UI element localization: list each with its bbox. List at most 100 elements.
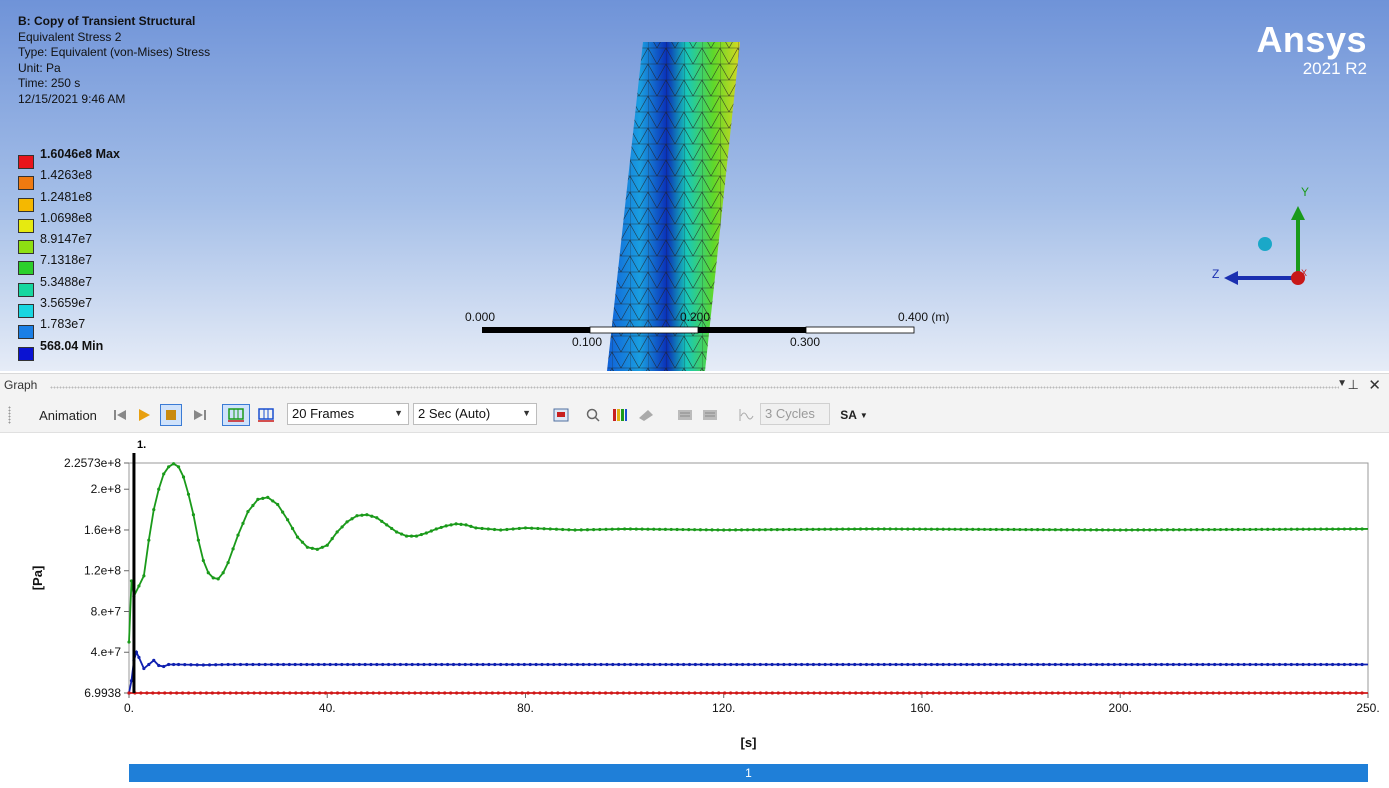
series-point — [493, 662, 497, 667]
duration-select[interactable]: 2 Sec (Auto) ▼ — [413, 403, 537, 425]
cycles-field[interactable]: 3 Cycles — [760, 403, 830, 425]
series-point — [812, 691, 816, 695]
y-tick-label: 1.6e+8 — [84, 523, 121, 537]
model-viewport[interactable]: B: Copy of Transient Structural Equivale… — [0, 0, 1389, 371]
series-point — [1165, 662, 1169, 667]
pin-icon[interactable]: ⊥ — [1347, 377, 1359, 392]
series-point — [569, 662, 574, 667]
series-point — [487, 662, 491, 667]
series-point — [598, 527, 602, 532]
series-point — [514, 691, 518, 695]
sa-label: SA — [840, 408, 857, 422]
series-point — [953, 662, 957, 667]
series-point — [1241, 691, 1245, 695]
plot-area — [128, 462, 1369, 694]
series-point — [371, 691, 375, 695]
series-point — [906, 527, 910, 531]
series-point — [365, 513, 369, 517]
series-point — [1008, 691, 1013, 695]
export-video-icon[interactable] — [550, 404, 572, 426]
series-point — [210, 691, 214, 695]
series-point — [675, 691, 679, 695]
series-point — [745, 528, 750, 532]
scale-bar-segment — [589, 326, 699, 334]
series-point — [574, 691, 578, 695]
series-point — [395, 530, 399, 534]
series-point — [835, 527, 839, 531]
copy-graph-icon[interactable] — [675, 404, 695, 426]
time-history-chart[interactable]: 0. 40. 80. 120. 160. 200. 250. 6.9938 4.e+7 8.e+7… — [0, 433, 1389, 763]
series-point — [621, 691, 626, 695]
close-icon[interactable]: ✕ — [1368, 377, 1381, 394]
series-point — [645, 691, 649, 695]
series-point — [658, 662, 662, 667]
series-point — [434, 662, 438, 667]
series-point — [994, 662, 998, 667]
series-point — [201, 663, 205, 667]
result-frames-icon[interactable] — [254, 404, 278, 426]
ansys-logo: Ansys 2021 R2 — [1256, 22, 1367, 80]
series-point — [484, 691, 489, 695]
series-point — [1065, 528, 1069, 532]
series-point — [276, 662, 280, 667]
stop-icon[interactable] — [160, 404, 182, 426]
series-point — [1242, 527, 1246, 532]
panel-menu-icon[interactable]: ▼ — [1337, 378, 1347, 389]
series-point — [407, 691, 411, 695]
legend-toggle-icon[interactable] — [610, 404, 630, 426]
spotlight-icon[interactable] — [636, 404, 656, 426]
series-point — [877, 691, 882, 695]
series-point — [449, 691, 453, 695]
series-point — [480, 526, 484, 531]
series-point — [1207, 662, 1211, 667]
series-point — [419, 691, 423, 695]
series-point — [499, 662, 503, 667]
series-point — [276, 502, 280, 507]
series-point — [901, 691, 905, 695]
series-point — [617, 662, 621, 667]
series-point — [548, 527, 552, 531]
legend-swatch — [18, 346, 34, 361]
series-point — [1118, 528, 1122, 532]
series-point — [1020, 691, 1025, 695]
distributed-frames-icon[interactable] — [222, 404, 250, 426]
series-point — [918, 662, 922, 667]
series-point — [1092, 691, 1096, 695]
analysis-title: B: Copy of Transient Structural — [18, 14, 196, 28]
series-point — [575, 662, 580, 667]
cycles-icon[interactable] — [736, 404, 756, 426]
series-point — [817, 662, 821, 667]
series-point — [310, 546, 314, 550]
series-point — [355, 514, 359, 518]
series-point — [982, 662, 987, 667]
sa-dropdown[interactable]: SA ▼ — [836, 404, 872, 426]
animation-timeline-bar[interactable]: 1 — [129, 764, 1368, 782]
series-point — [492, 527, 497, 532]
series-point — [330, 537, 334, 541]
series-point — [716, 528, 720, 532]
series-point — [508, 691, 512, 695]
frames-select[interactable]: 20 Frames ▼ — [287, 403, 409, 425]
series-point — [325, 543, 329, 547]
series-point — [1095, 528, 1099, 532]
series-point — [232, 662, 236, 667]
series-point — [847, 527, 851, 531]
series-point — [615, 691, 620, 695]
rewind-icon[interactable] — [110, 404, 130, 426]
series-point — [1047, 528, 1051, 532]
series-point — [1157, 691, 1162, 695]
toolbar-grip[interactable] — [8, 406, 11, 424]
series-point — [941, 662, 945, 667]
series-point — [532, 691, 536, 695]
forward-icon[interactable] — [190, 404, 210, 426]
series-point — [1253, 691, 1257, 695]
axis-triad[interactable]: Y Z X — [1200, 180, 1320, 290]
series-point — [823, 527, 827, 531]
play-icon[interactable] — [134, 404, 154, 426]
export-graph-icon[interactable] — [700, 404, 720, 426]
series-point — [385, 523, 389, 527]
panel-grip[interactable] — [50, 386, 1339, 389]
series-point — [562, 691, 566, 695]
zoom-to-fit-icon[interactable] — [583, 404, 603, 426]
series-point — [505, 662, 509, 667]
